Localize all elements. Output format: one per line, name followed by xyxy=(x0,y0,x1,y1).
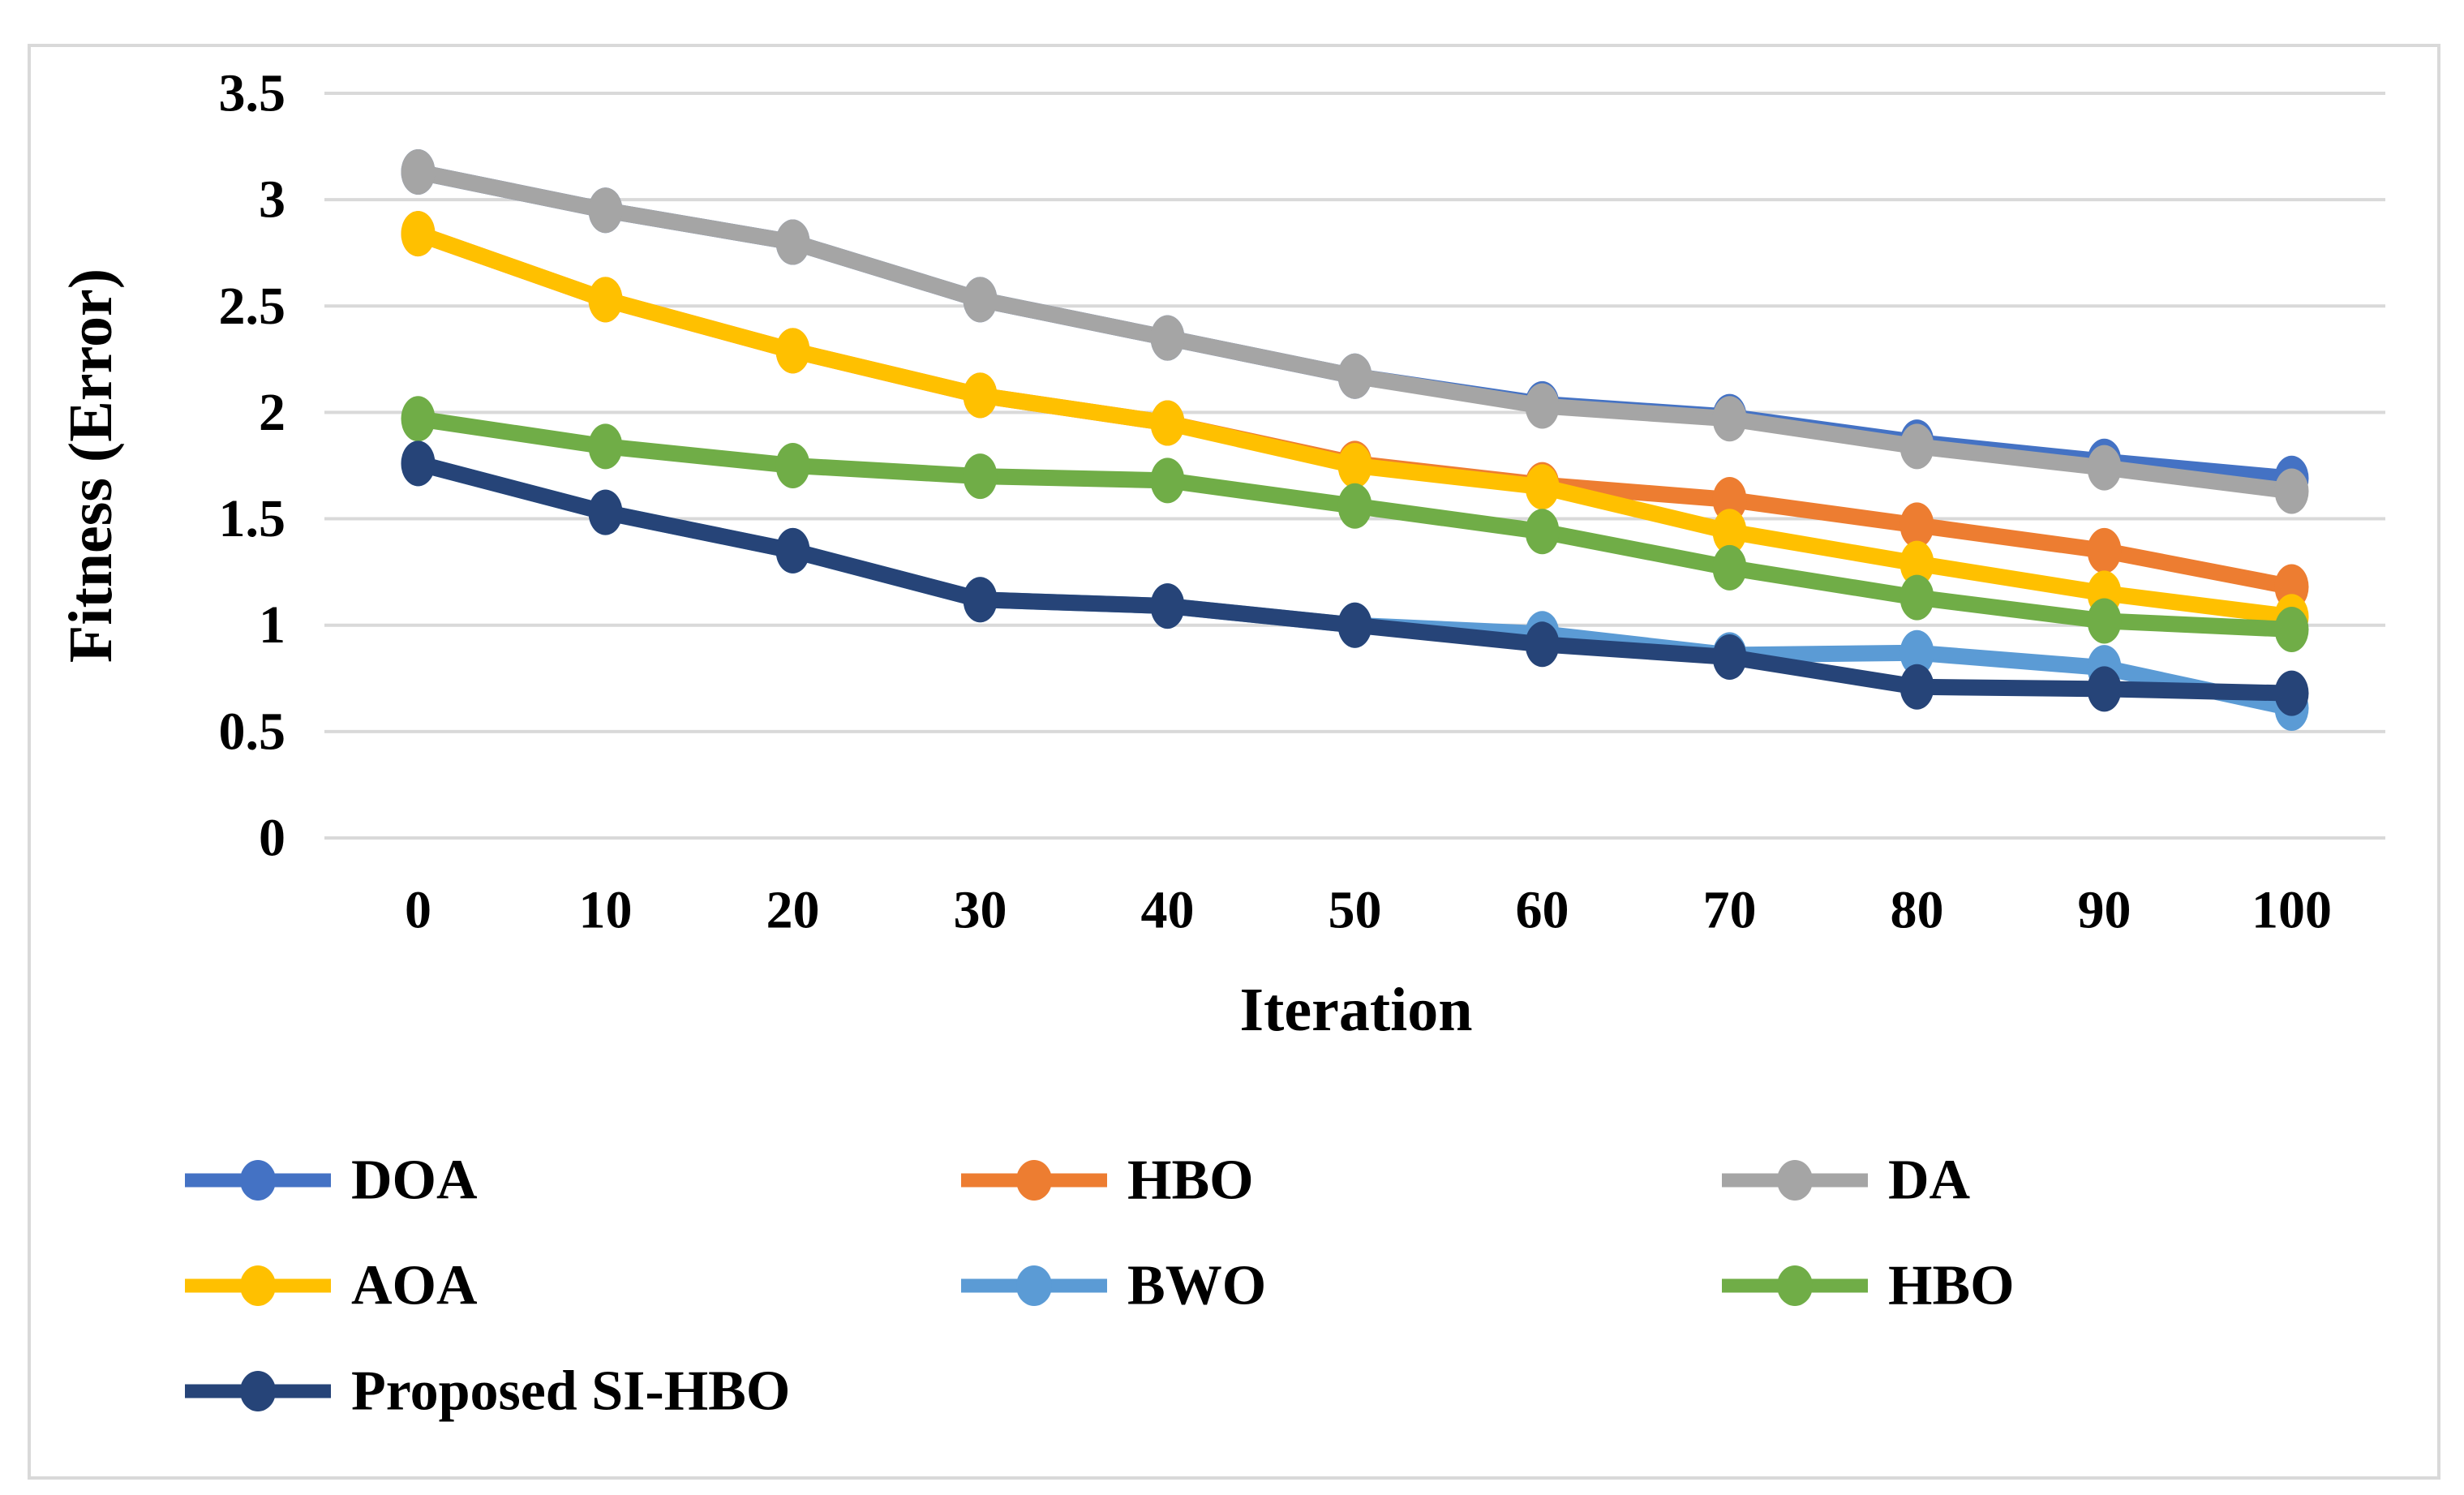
legend-label-5: HBO xyxy=(1888,1255,2015,1317)
x-tick-label-80: 80 xyxy=(1891,881,1944,940)
marker-AOA-x20 xyxy=(775,328,810,374)
y-tick-label-3.5: 3.5 xyxy=(219,63,286,122)
marker-Proposed-SI-HBO-x90 xyxy=(2087,666,2122,712)
legend-label-0: DOA xyxy=(351,1149,478,1212)
marker-HBO-x90 xyxy=(2087,598,2122,644)
marker-DA-x80 xyxy=(1900,423,1934,470)
marker-Proposed-SI-HBO-x100 xyxy=(2274,670,2309,716)
marker-DA-x40 xyxy=(1150,315,1185,361)
marker-HBO-x50 xyxy=(1337,483,1372,529)
marker-Proposed-SI-HBO-x0 xyxy=(401,440,436,487)
legend-label-6: Proposed SI-HBO xyxy=(351,1360,790,1423)
marker-Proposed-SI-HBO-x70 xyxy=(1712,634,1747,681)
marker-Proposed-SI-HBO-x60 xyxy=(1525,621,1560,668)
legend-item-BWO-4: BWO xyxy=(961,1255,1266,1317)
marker-HBO-x70 xyxy=(1712,476,1747,522)
marker-AOA-x60 xyxy=(1525,464,1560,510)
legend: DOA HBO DA AOA BWO HBO Proposed SI-HBO xyxy=(185,1149,2015,1423)
marker-DA-x10 xyxy=(588,187,623,234)
marker-DA-x60 xyxy=(1525,383,1560,429)
legend-item-AOA-3: AOA xyxy=(185,1255,478,1317)
marker-AOA-x30 xyxy=(963,372,998,419)
marker-DA-x70 xyxy=(1712,396,1747,442)
x-axis-title: Iteration xyxy=(1239,976,1472,1044)
legend-item-DOA-0: DOA xyxy=(185,1149,478,1212)
marker-DA-x20 xyxy=(775,219,810,265)
y-tick-label-2: 2 xyxy=(259,383,285,442)
marker-HBO-x100 xyxy=(2274,606,2309,652)
marker-Proposed-SI-HBO-x50 xyxy=(1337,602,1372,648)
marker-HBO-x30 xyxy=(963,453,998,500)
series-DA-2 xyxy=(401,149,2309,514)
marker-HBO-x60 xyxy=(1525,509,1560,555)
marker-BWO-x80 xyxy=(1900,629,1934,676)
marker-DA-x100 xyxy=(2274,468,2309,514)
chart-frame xyxy=(28,44,2440,1480)
y-tick-label-0.5: 0.5 xyxy=(219,702,286,761)
x-tick-label-10: 10 xyxy=(579,881,633,940)
marker-AOA-x80 xyxy=(1900,540,1934,586)
series-Proposed-SI-HBO-6 xyxy=(401,440,2309,716)
marker-HBO-x10 xyxy=(588,423,623,470)
x-tick-label-50: 50 xyxy=(1329,881,1382,940)
legend-item-HBO-5: HBO xyxy=(1722,1255,2015,1317)
x-tick-label-30: 30 xyxy=(954,881,1007,940)
marker-Proposed-SI-HBO-x80 xyxy=(1900,664,1934,710)
marker-DA-x0 xyxy=(401,149,436,195)
legend-marker-dot-6 xyxy=(240,1371,276,1411)
marker-Proposed-SI-HBO-x10 xyxy=(588,489,623,535)
y-axis-tick-labels: 0 0.5 1 1.5 2 2.5 3 3.5 xyxy=(219,63,286,867)
legend-marker-dot-5 xyxy=(1777,1265,1813,1306)
marker-HBO-x80 xyxy=(1900,502,1934,548)
y-tick-label-1.5: 1.5 xyxy=(219,489,286,548)
marker-HBO-x70 xyxy=(1712,544,1747,591)
y-tick-label-0: 0 xyxy=(259,809,285,868)
marker-HBO-x40 xyxy=(1150,458,1185,504)
marker-AOA-x0 xyxy=(401,211,436,257)
marker-AOA-x10 xyxy=(588,277,623,323)
x-tick-label-60: 60 xyxy=(1516,881,1569,940)
legend-marker-dot-0 xyxy=(240,1160,276,1201)
x-tick-label-90: 90 xyxy=(2078,881,2131,940)
marker-DA-x50 xyxy=(1337,353,1372,399)
legend-item-HBO-1: HBO xyxy=(961,1149,1254,1212)
legend-label-2: DA xyxy=(1888,1149,1971,1212)
marker-AOA-x40 xyxy=(1150,400,1185,446)
marker-DA-x90 xyxy=(2087,445,2122,491)
series-AOA-3 xyxy=(401,211,2309,640)
y-axis-title: Fitness (Error) xyxy=(57,268,125,663)
x-axis-tick-labels: 0 10 20 30 40 50 60 70 80 90 100 xyxy=(405,881,2332,940)
legend-item-DA-2: DA xyxy=(1722,1149,1971,1212)
marker-HBO-x90 xyxy=(2087,527,2122,574)
legend-marker-dot-3 xyxy=(240,1265,276,1306)
marker-Proposed-SI-HBO-x20 xyxy=(775,527,810,574)
legend-item-Proposed-SI-HBO-6: Proposed SI-HBO xyxy=(185,1360,790,1423)
marker-AOA-x70 xyxy=(1712,509,1747,555)
marker-HBO-x80 xyxy=(1900,574,1934,621)
y-tick-label-2.5: 2.5 xyxy=(219,277,286,336)
legend-marker-dot-1 xyxy=(1016,1160,1052,1201)
x-tick-label-70: 70 xyxy=(1703,881,1757,940)
legend-label-1: HBO xyxy=(1127,1149,1254,1212)
x-tick-label-40: 40 xyxy=(1141,881,1195,940)
legend-marker-dot-4 xyxy=(1016,1265,1052,1306)
marker-HBO-x0 xyxy=(401,396,436,442)
x-tick-label-0: 0 xyxy=(405,881,431,940)
x-tick-label-100: 100 xyxy=(2252,881,2332,940)
series-HBO-5 xyxy=(401,396,2309,652)
legend-marker-dot-2 xyxy=(1777,1160,1813,1201)
marker-Proposed-SI-HBO-x30 xyxy=(963,577,998,623)
marker-HBO-x20 xyxy=(775,442,810,488)
y-tick-label-1: 1 xyxy=(259,595,285,655)
marker-DA-x30 xyxy=(963,277,998,323)
y-tick-label-3: 3 xyxy=(259,170,285,230)
legend-label-3: AOA xyxy=(351,1255,478,1317)
legend-label-4: BWO xyxy=(1127,1255,1266,1317)
marker-AOA-x50 xyxy=(1337,442,1372,488)
x-tick-label-20: 20 xyxy=(766,881,820,940)
marker-Proposed-SI-HBO-x40 xyxy=(1150,583,1185,629)
